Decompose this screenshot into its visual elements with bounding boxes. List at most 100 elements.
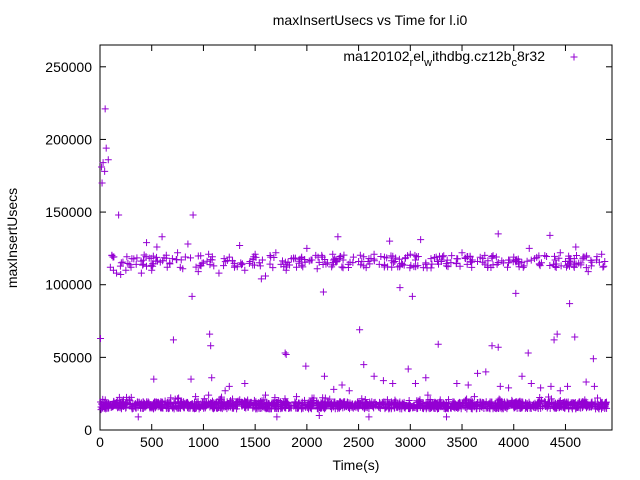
- data-point: [329, 261, 337, 269]
- data-point: [550, 252, 558, 260]
- data-point: [116, 262, 124, 270]
- data-point: [510, 253, 518, 261]
- data-point: [124, 259, 132, 267]
- data-point: [535, 398, 543, 406]
- data-point: [590, 382, 598, 390]
- data-point: [582, 378, 590, 386]
- y-tick-label: 50000: [53, 349, 92, 365]
- data-point: [481, 260, 489, 268]
- data-point: [215, 269, 223, 277]
- data-point: [428, 260, 436, 268]
- data-point: [243, 401, 251, 409]
- data-point: [324, 259, 332, 267]
- data-point: [154, 257, 162, 265]
- data-point: [391, 396, 399, 404]
- data-point: [510, 404, 518, 412]
- data-point: [339, 264, 347, 272]
- data-point: [128, 404, 136, 412]
- data-point: [589, 355, 597, 363]
- data-point: [282, 350, 290, 358]
- data-point: [162, 251, 170, 259]
- data-point: [230, 263, 238, 271]
- data-point: [221, 387, 229, 395]
- data-point: [134, 413, 142, 421]
- data-point: [536, 260, 544, 268]
- data-point: [127, 263, 135, 271]
- data-point: [360, 262, 368, 270]
- data-point: [339, 256, 347, 264]
- data-point: [434, 405, 442, 413]
- series-points: [97, 105, 609, 421]
- data-point: [318, 253, 326, 261]
- data-point: [263, 398, 271, 406]
- data-point: [339, 399, 347, 407]
- data-point: [294, 399, 302, 407]
- data-point: [163, 263, 171, 271]
- data-point: [237, 259, 245, 267]
- data-point: [117, 271, 125, 279]
- chart-title: maxInsertUsecs vs Time for l.i0: [273, 12, 468, 28]
- data-point: [543, 253, 551, 261]
- data-point: [411, 256, 419, 264]
- data-point: [536, 393, 544, 401]
- data-point: [266, 260, 274, 268]
- data-point: [119, 398, 127, 406]
- data-point: [287, 255, 295, 263]
- data-point: [454, 404, 462, 412]
- data-point: [312, 251, 320, 259]
- data-point: [432, 253, 440, 261]
- data-point: [298, 261, 306, 269]
- data-point: [199, 259, 207, 267]
- data-point: [338, 381, 346, 389]
- legend-subscript: w: [423, 57, 432, 69]
- data-point: [128, 255, 136, 263]
- data-point: [546, 231, 554, 239]
- data-point: [150, 402, 158, 410]
- data-point: [189, 403, 197, 411]
- data-point: [474, 399, 482, 407]
- legend-part: ma120102: [343, 48, 409, 64]
- data-point: [251, 261, 259, 269]
- data-point: [574, 399, 582, 407]
- data-point: [148, 266, 156, 274]
- data-point: [320, 372, 328, 380]
- data-point: [207, 342, 215, 350]
- data-point: [486, 399, 494, 407]
- data-point: [601, 257, 609, 265]
- data-point: [582, 253, 590, 261]
- x-tick-label: 2000: [291, 434, 322, 450]
- data-point: [188, 400, 196, 408]
- data-point: [329, 403, 337, 411]
- data-point: [156, 401, 164, 409]
- data-point: [225, 382, 233, 390]
- data-point: [379, 398, 387, 406]
- data-point: [499, 259, 507, 267]
- data-point: [110, 402, 118, 410]
- data-point: [119, 258, 127, 266]
- data-point: [209, 405, 217, 413]
- data-point: [453, 401, 461, 409]
- data-point: [229, 400, 237, 408]
- data-point: [443, 413, 451, 421]
- data-point: [523, 257, 531, 265]
- data-point: [210, 262, 218, 270]
- data-point: [564, 382, 572, 390]
- data-point: [153, 243, 161, 251]
- data-point: [250, 396, 258, 404]
- data-point: [353, 400, 361, 408]
- y-tick-label: 0: [84, 422, 92, 438]
- data-point: [360, 361, 368, 369]
- data-point: [453, 380, 461, 388]
- data-point: [192, 263, 200, 271]
- data-point: [267, 405, 275, 413]
- data-point: [524, 349, 532, 357]
- legend-marker: [570, 53, 578, 61]
- data-point: [140, 401, 148, 409]
- data-point: [474, 257, 482, 265]
- data-point: [396, 284, 404, 292]
- data-point: [464, 381, 472, 389]
- data-point: [101, 105, 109, 113]
- data-point: [173, 256, 181, 264]
- data-point: [601, 402, 609, 410]
- data-point: [303, 244, 311, 252]
